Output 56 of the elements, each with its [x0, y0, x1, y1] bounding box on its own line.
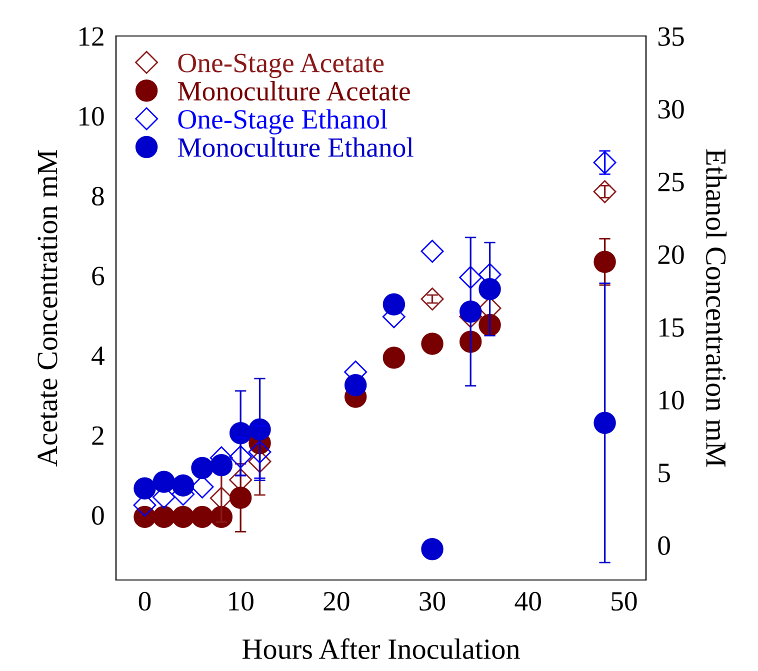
x-tick-label: 10 — [229, 592, 254, 611]
y-tick-label: 0 — [92, 506, 104, 525]
legend-label: One-Stage Ethanol — [178, 109, 388, 134]
x-tick-label: 50 — [612, 592, 637, 611]
x-tick-label: 20 — [324, 592, 350, 611]
y-tick-label: 12 — [80, 27, 104, 46]
y-tick-label: 6 — [92, 266, 104, 286]
y2-tick-label: 30 — [658, 100, 684, 119]
point — [191, 506, 214, 528]
point — [134, 477, 156, 500]
point — [172, 506, 194, 528]
y2-tick-label: 10 — [660, 390, 684, 410]
y2-tick-label: 5 — [658, 464, 670, 482]
point — [460, 300, 482, 323]
point — [382, 293, 406, 316]
point — [382, 346, 406, 369]
point — [478, 278, 501, 300]
y2-axis-title: Ethanol Concentration mM — [706, 149, 727, 467]
point — [344, 374, 367, 396]
x-tick-label: 0 — [138, 592, 151, 611]
y-tick-label: 4 — [92, 346, 104, 365]
point — [172, 474, 194, 497]
point — [594, 250, 616, 274]
point — [248, 418, 271, 441]
point — [478, 314, 501, 336]
x-axis-title: Hours After Inoculation — [242, 638, 520, 660]
point — [229, 445, 252, 468]
x-tick-label: 40 — [514, 592, 541, 611]
y2-tick-label: 35 — [658, 27, 684, 46]
y-axis-title: Acetate Concentration mM — [38, 150, 58, 466]
point — [593, 180, 616, 204]
x-tick-label: 30 — [420, 592, 446, 611]
point — [460, 330, 482, 353]
y2-tick-label: 20 — [658, 245, 684, 264]
legend-label: Monoculture Acetate — [178, 81, 410, 101]
y-tick-label: 8 — [92, 186, 104, 206]
y-tick-label: 10 — [80, 106, 104, 126]
point — [248, 440, 272, 464]
y-tick-label: 2 — [92, 426, 104, 445]
legend-label: One-Stage Acetate — [178, 54, 384, 78]
point — [229, 486, 252, 509]
y2-tick-label: 0 — [658, 536, 670, 555]
point — [420, 288, 444, 311]
point — [420, 240, 444, 263]
y2-tick-label: 25 — [658, 172, 684, 192]
point — [191, 456, 214, 480]
point — [459, 266, 482, 289]
legend-label: Monoculture Ethanol — [178, 137, 414, 157]
point — [152, 470, 176, 493]
point — [421, 538, 444, 560]
point — [421, 332, 444, 355]
point — [594, 412, 616, 434]
point — [593, 151, 616, 174]
point — [210, 454, 233, 476]
point — [152, 506, 176, 528]
y2-tick-label: 15 — [660, 318, 684, 337]
